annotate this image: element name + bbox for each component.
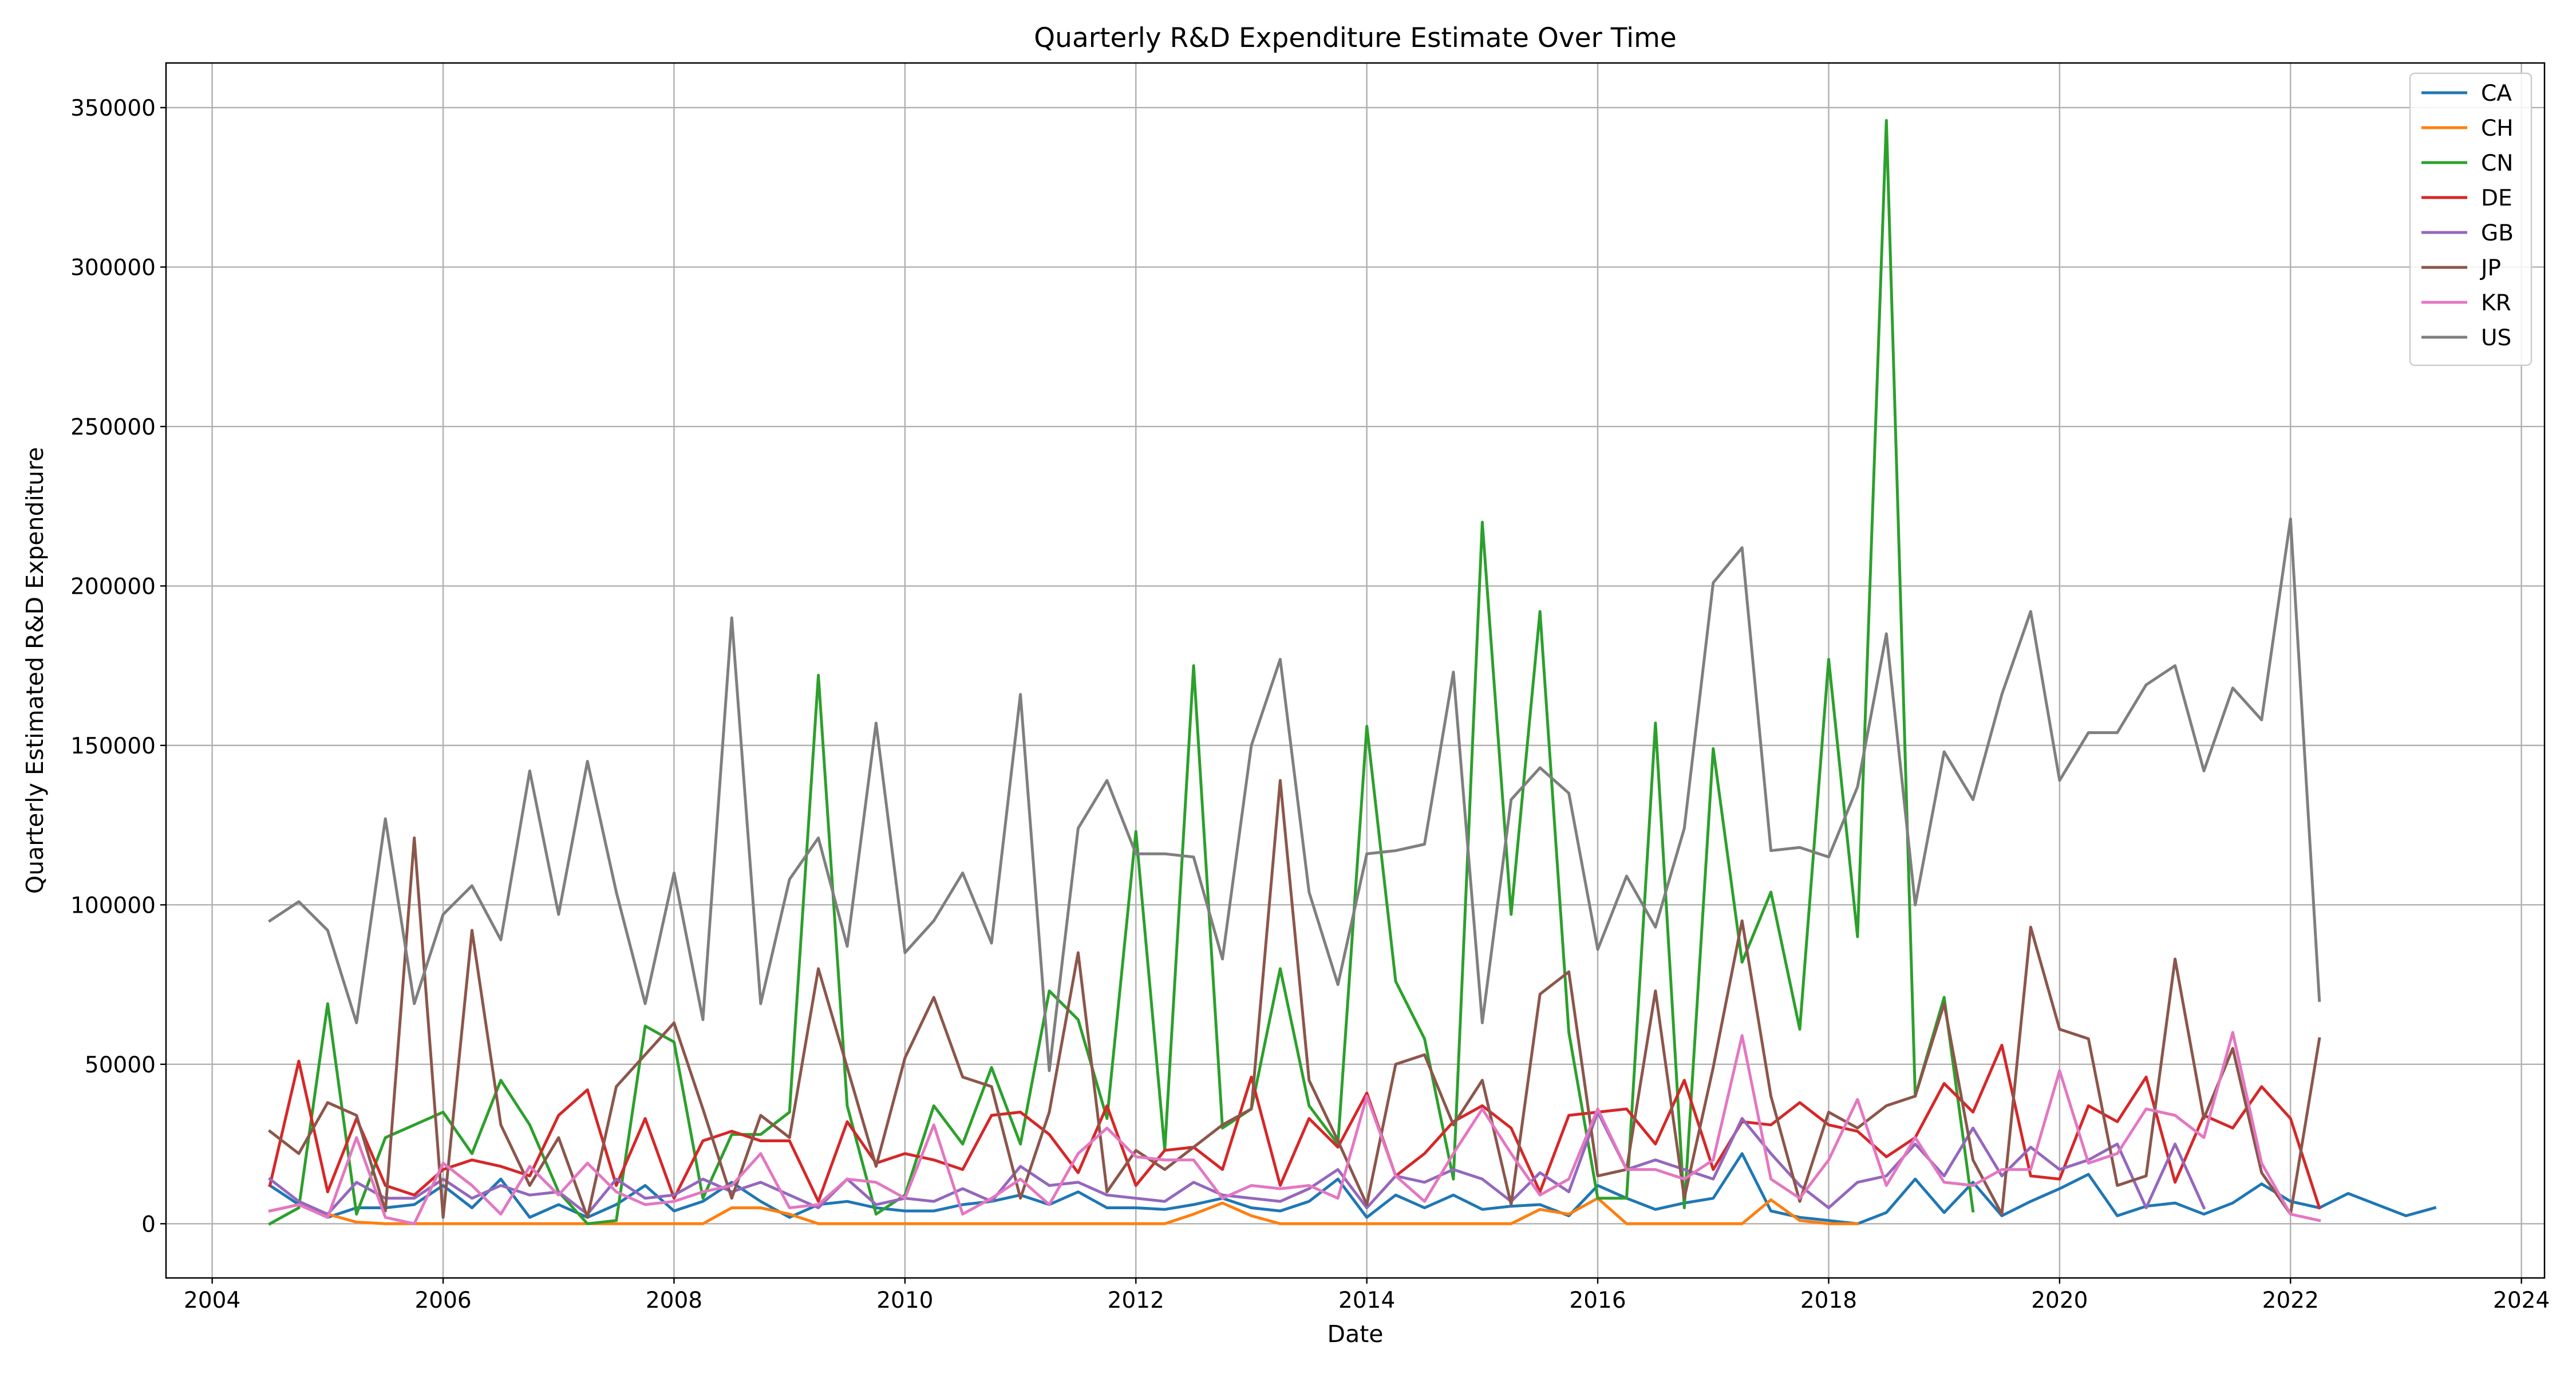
chart-title: Quarterly R&D Expenditure Estimate Over …: [1034, 22, 1677, 54]
y-tick-label: 350000: [70, 96, 156, 121]
y-tick-label: 200000: [70, 574, 156, 599]
series-line-de: [268, 1043, 2321, 1210]
legend: CA CH CN DE GB JP KR US: [2409, 72, 2532, 366]
series-line-jp: [267, 779, 2321, 1219]
x-tick-label: 2010: [876, 1288, 933, 1313]
x-tick-label: 2018: [1800, 1288, 1857, 1313]
y-tick-label: 250000: [70, 415, 156, 440]
legend-label-gb: GB: [2481, 220, 2514, 246]
legend-label-cn: CN: [2481, 151, 2513, 176]
y-tick-label: 300000: [70, 255, 156, 281]
x-tick-label: 2008: [646, 1288, 702, 1313]
plot-area-frame: [165, 62, 2546, 1279]
legend-label-kr: KR: [2481, 290, 2511, 316]
x-tick-label: 2014: [1338, 1288, 1395, 1313]
x-tick-label: 2012: [1108, 1288, 1164, 1313]
series-lines: [267, 119, 2437, 1226]
series-line-ca: [268, 1152, 2437, 1225]
y-tick-label: 150000: [70, 733, 156, 759]
series-line-us: [268, 517, 2321, 1072]
y-tick-label: 0: [141, 1212, 156, 1237]
axis-ticks: 2004 2006 2008 2010 2012 2014 2016 2018 2020 2022…: [70, 96, 2550, 1313]
x-tick-label: 2022: [2262, 1288, 2319, 1313]
x-tick-label: 2024: [2493, 1288, 2550, 1313]
legend-label-de: DE: [2481, 186, 2512, 211]
y-axis-label: Quarterly Estimated R&D Expenditure: [21, 447, 49, 894]
x-tick-label: 2004: [184, 1288, 240, 1313]
x-tick-label: 2006: [414, 1288, 471, 1313]
x-tick-label: 2016: [1569, 1288, 1626, 1313]
legend-label-us: US: [2481, 325, 2511, 351]
series-line-gb: [267, 1110, 2206, 1216]
x-tick-label: 2020: [2031, 1288, 2088, 1313]
series-line-kr: [268, 1031, 2321, 1225]
series-line-cn: [268, 119, 1975, 1226]
legend-label-ch: CH: [2481, 116, 2514, 141]
series-line-ch: [268, 1197, 1859, 1225]
y-tick-label: 100000: [70, 893, 156, 918]
legend-box: [2409, 72, 2532, 366]
legend-label-jp: JP: [2479, 255, 2501, 281]
x-axis-label: Date: [1327, 1320, 1384, 1348]
y-tick-label: 50000: [85, 1052, 156, 1078]
legend-label-ca: CA: [2481, 81, 2512, 106]
